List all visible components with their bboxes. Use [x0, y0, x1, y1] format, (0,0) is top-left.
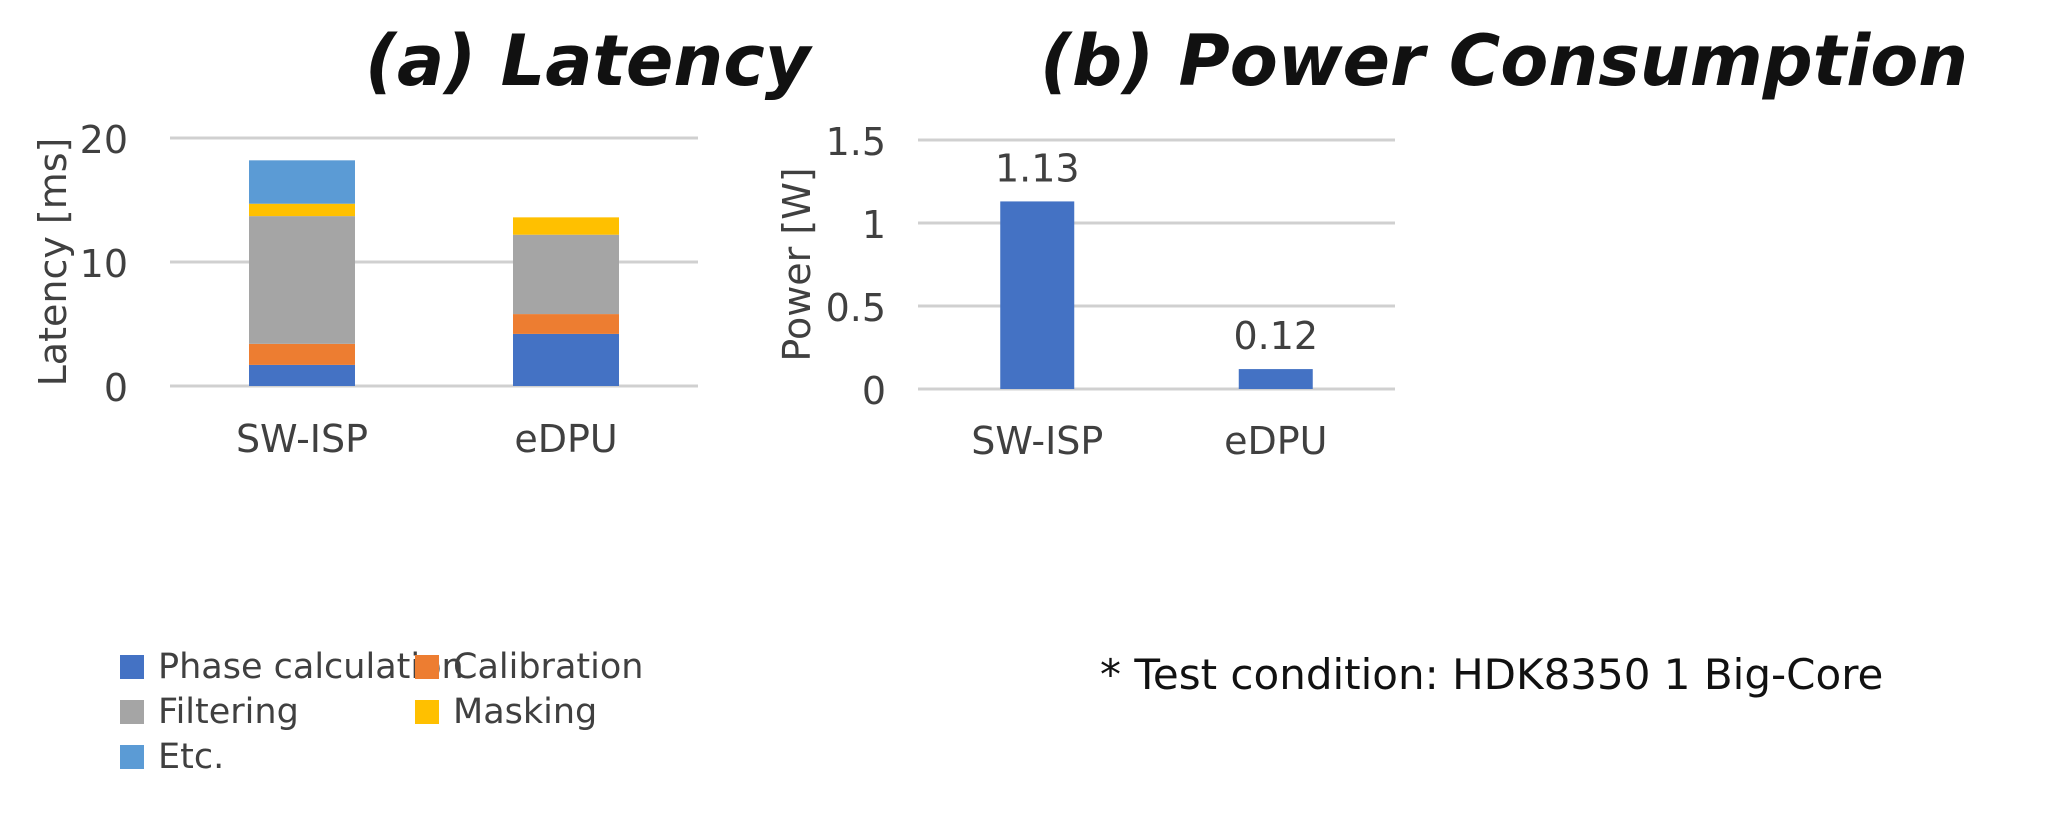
y-tick-label: 1.5 [826, 120, 886, 164]
bar-segment-masking [513, 217, 619, 235]
bar-segment-filtering [513, 234, 619, 315]
bar-segment-etc- [249, 160, 355, 204]
bar-segment-filtering [249, 216, 355, 344]
latency-chart-panel: (a) Latency 0 10 20 Latency [ms] SW-ISP eDPU … [0, 0, 1000, 827]
legend-label: Phase calculation [158, 647, 464, 687]
legend-item: Phase calculation [120, 647, 464, 687]
bar-segment-calibration [513, 314, 619, 334]
power-chart-panel: (b) Power Consumption 0 0.5 1 1.5 Power [W] 1… [775, 0, 2047, 827]
y-tick-label: 0 [862, 369, 886, 413]
legend-label: Filtering [158, 692, 299, 732]
legend-item: Etc. [120, 737, 224, 777]
legend-swatch [415, 700, 439, 724]
legend-label: Etc. [158, 737, 225, 777]
data-label: 0.12 [1233, 314, 1318, 358]
y-tick-label: 10 [80, 242, 128, 286]
y-axis-label: Latency [ms] [31, 138, 75, 387]
legend-label: Calibration [453, 647, 644, 687]
y-tick-label: 0 [104, 366, 128, 410]
y-tick-label: 20 [80, 118, 128, 162]
power-chart-title: (b) Power Consumption [1040, 20, 1969, 102]
y-tick-label: 1 [862, 203, 886, 247]
legend-swatch [415, 655, 439, 679]
bar-segment-calibration [249, 343, 355, 365]
legend-label: Masking [453, 692, 598, 732]
power-bar [1000, 201, 1075, 389]
legend-item: Masking [415, 692, 597, 732]
y-tick-label: 0.5 [826, 286, 886, 330]
y-axis-label: Power [W] [775, 167, 819, 361]
bar-segment-phase-calculation [249, 364, 355, 386]
x-tick-label: eDPU [1224, 419, 1327, 463]
legend-swatch [120, 655, 144, 679]
data-label: 1.13 [995, 146, 1080, 190]
x-tick-label: eDPU [514, 417, 617, 461]
x-tick-label: SW-ISP [971, 419, 1103, 463]
legend-item: Filtering [120, 692, 299, 732]
legend-item: Calibration [415, 647, 643, 687]
bar-segment-phase-calculation [513, 333, 619, 386]
legend-swatch [120, 700, 144, 724]
legend-swatch [120, 745, 144, 769]
x-tick-label: SW-ISP [236, 417, 368, 461]
test-condition-footnote: * Test condition: HDK8350 1 Big-Core [1100, 650, 1884, 699]
bar-segment-masking [249, 203, 355, 217]
latency-chart-title: (a) Latency [365, 20, 811, 102]
power-bar [1238, 369, 1313, 389]
